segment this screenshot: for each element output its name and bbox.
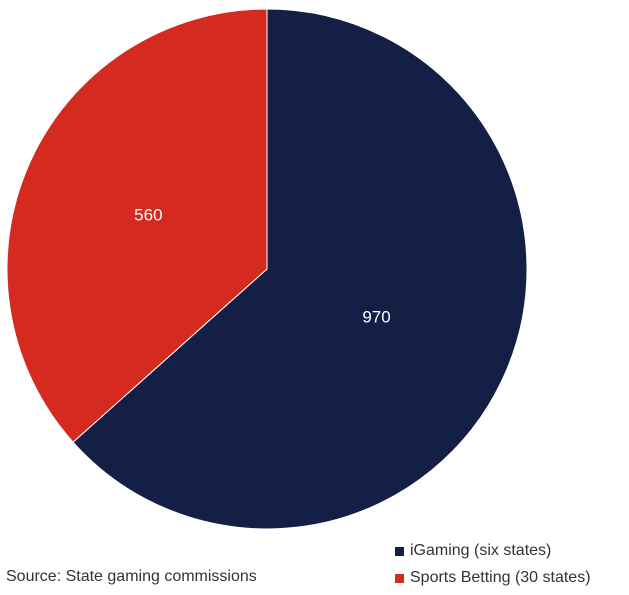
legend-swatch-sports-betting — [395, 573, 404, 583]
pie-slice-igaming — [72, 8, 528, 530]
legend-swatch-igaming — [395, 546, 404, 556]
source-note: Source: State gaming commissions — [6, 568, 257, 585]
legend: iGaming (six states) Sports Betting (30 … — [395, 541, 591, 595]
legend-label-igaming: iGaming (six states) — [410, 542, 552, 559]
pie-slice-sports — [6, 8, 268, 443]
data-label-sports: 560 — [134, 205, 162, 224]
data-label-igaming: 970 — [362, 308, 390, 327]
legend-label-sports-betting: Sports Betting (30 states) — [410, 569, 591, 586]
legend-item-igaming: iGaming (six states) — [395, 541, 591, 561]
pie-chart: 970 560 — [6, 8, 528, 530]
legend-item-sports-betting: Sports Betting (30 states) — [395, 568, 591, 588]
